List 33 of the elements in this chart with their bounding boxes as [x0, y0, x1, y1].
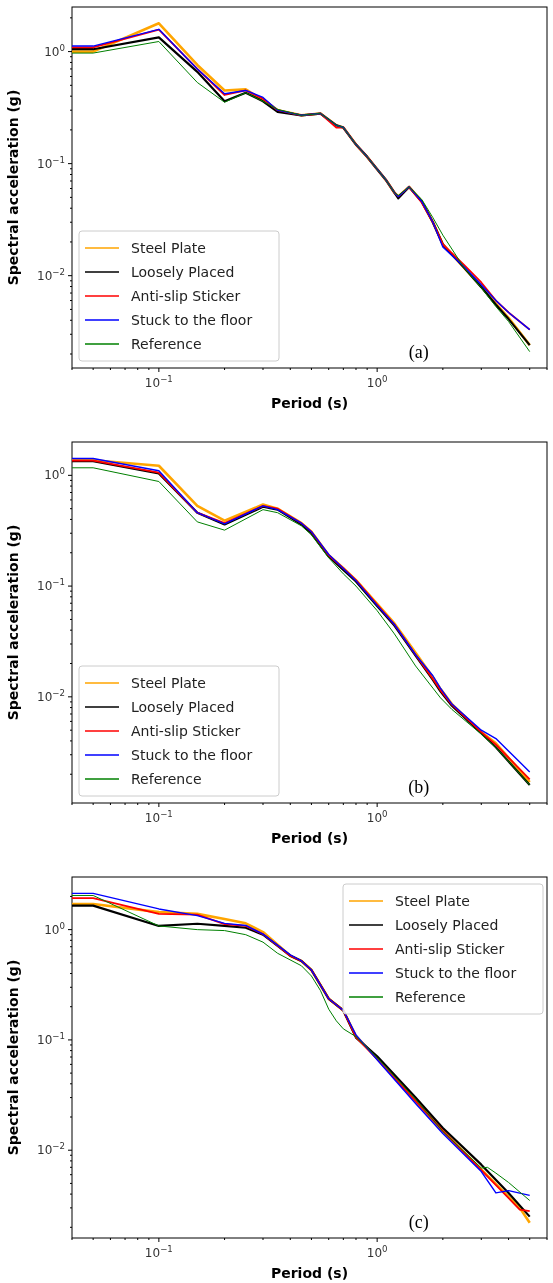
y-tick-label: 10$^{0}$ [44, 42, 65, 59]
annotation: (a) [408, 342, 429, 363]
x-axis-title: Period (s) [270, 1265, 349, 1281]
annotation: (b) [408, 777, 430, 798]
legend-label: Loosely Placed [395, 917, 499, 933]
legend-label: Loosely Placed [131, 699, 235, 715]
legend-label: Steel Plate [131, 675, 206, 691]
legend-label: Anti-slip Sticker [131, 288, 241, 304]
y-axis-title: Spectral acceleration (g) [5, 524, 21, 721]
y-tick-label: 10$^{−1}$ [37, 577, 65, 594]
legend-label: Stuck to the floor [131, 747, 253, 763]
legend-label: Steel Plate [395, 893, 470, 909]
y-tick-label: 10$^{−2}$ [37, 687, 65, 704]
legend-label: Steel Plate [131, 240, 206, 256]
x-axis-title: Period (s) [270, 395, 349, 411]
legend-label: Reference [395, 989, 466, 1005]
y-tick-label: 10$^{−2}$ [37, 266, 65, 283]
legend-label: Anti-slip Sticker [395, 941, 505, 957]
legend-label: Reference [131, 771, 202, 787]
legend-label: Anti-slip Sticker [131, 723, 241, 739]
y-axis-title: Spectral acceleration (g) [5, 89, 21, 286]
legend-label: Reference [131, 336, 202, 352]
annotation: (c) [408, 1212, 429, 1233]
legend-label: Stuck to the floor [131, 312, 253, 328]
x-axis-title: Period (s) [270, 830, 349, 846]
y-tick-label: 10$^{−1}$ [37, 1030, 65, 1047]
y-tick-label: 10$^{0}$ [44, 466, 65, 483]
y-tick-label: 10$^{−1}$ [37, 154, 65, 171]
legend-label: Stuck to the floor [395, 965, 517, 981]
legend-label: Loosely Placed [131, 264, 235, 280]
y-tick-label: 10$^{−2}$ [37, 1141, 65, 1158]
y-tick-label: 10$^{0}$ [44, 920, 65, 937]
y-axis-title: Spectral acceleration (g) [5, 959, 21, 1156]
